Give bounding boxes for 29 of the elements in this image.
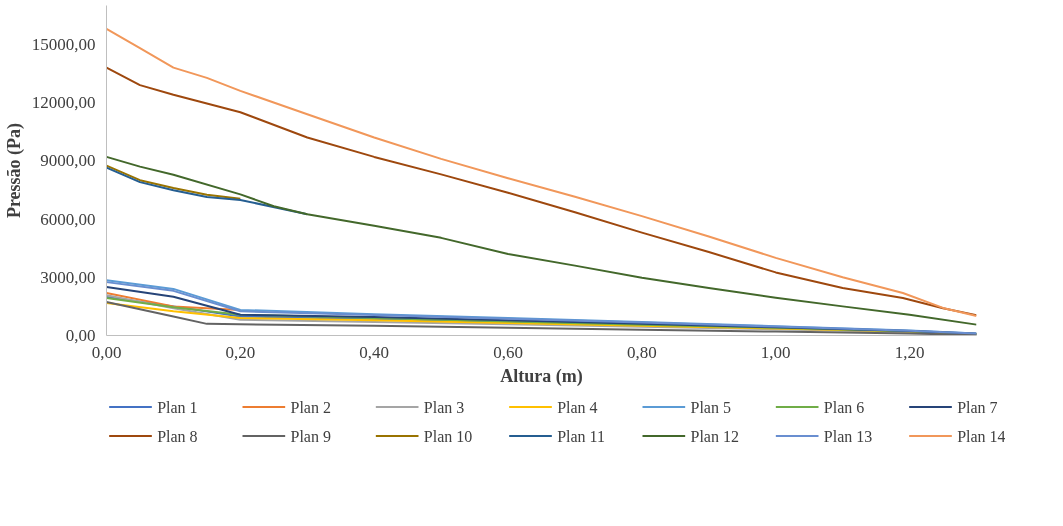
y-tick-label: 15000,00 <box>31 34 96 54</box>
legend-label: Plan 7 <box>957 398 998 416</box>
y-tick-label: 12000,00 <box>31 93 96 113</box>
legend-label: Plan 5 <box>690 398 731 416</box>
x-tick-label: 0,60 <box>493 342 523 362</box>
x-tick-label: 1,20 <box>894 342 925 362</box>
legend-label: Plan 2 <box>290 398 331 416</box>
x-axis-title: Altura (m) <box>500 365 583 387</box>
y-tick-label: 0,00 <box>65 326 96 345</box>
legend-label: Plan 9 <box>290 427 331 445</box>
x-tick-label: 1,00 <box>760 342 791 362</box>
legend-label: Plan 13 <box>823 427 873 445</box>
legend-label: Plan 6 <box>823 398 865 416</box>
y-tick-label: 9000,00 <box>40 151 96 171</box>
y-axis-title: Pressão (Pa) <box>3 122 25 219</box>
x-tick-label: 0,80 <box>627 342 657 362</box>
legend-label: Plan 4 <box>557 398 598 416</box>
legend-label: Plan 12 <box>690 427 739 445</box>
legend-label: Plan 10 <box>423 427 473 445</box>
legend-label: Plan 8 <box>157 427 198 445</box>
x-tick-label: 0,20 <box>225 342 256 362</box>
legend-label: Plan 14 <box>957 427 1006 445</box>
x-tick-label: 0,00 <box>91 342 122 362</box>
y-tick-label: 3000,00 <box>40 267 96 287</box>
legend-label: Plan 1 <box>157 398 198 416</box>
legend-label: Plan 3 <box>423 398 465 416</box>
x-tick-label: 0,40 <box>359 342 390 362</box>
legend-label: Plan 11 <box>557 427 606 445</box>
y-tick-label: 6000,00 <box>40 209 96 229</box>
